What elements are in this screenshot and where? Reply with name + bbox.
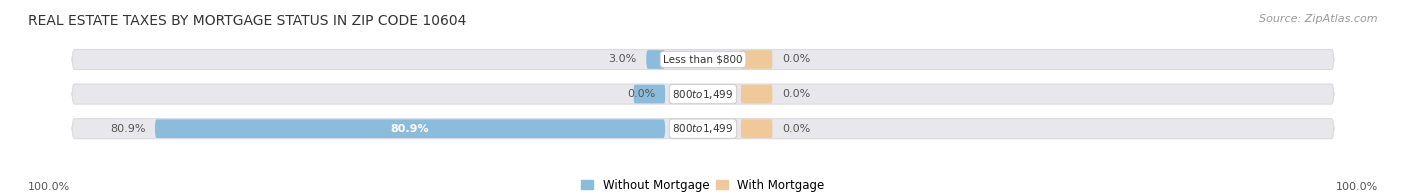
FancyBboxPatch shape [155,119,665,138]
FancyBboxPatch shape [741,50,772,69]
Text: 0.0%: 0.0% [782,89,810,99]
Text: 3.0%: 3.0% [609,54,637,64]
FancyBboxPatch shape [72,49,1334,70]
FancyBboxPatch shape [741,85,772,103]
Text: $800 to $1,499: $800 to $1,499 [672,122,734,135]
Text: Source: ZipAtlas.com: Source: ZipAtlas.com [1260,14,1378,24]
Legend: Without Mortgage, With Mortgage: Without Mortgage, With Mortgage [581,179,825,192]
FancyBboxPatch shape [72,84,1334,104]
Text: 0.0%: 0.0% [627,89,655,99]
Text: 0.0%: 0.0% [782,124,810,134]
Text: 80.9%: 80.9% [391,124,429,134]
Text: Less than $800: Less than $800 [664,54,742,64]
FancyBboxPatch shape [72,119,1334,139]
Text: $800 to $1,499: $800 to $1,499 [672,88,734,101]
Text: 80.9%: 80.9% [110,124,145,134]
Text: 100.0%: 100.0% [28,182,70,192]
FancyBboxPatch shape [647,50,665,69]
Text: REAL ESTATE TAXES BY MORTGAGE STATUS IN ZIP CODE 10604: REAL ESTATE TAXES BY MORTGAGE STATUS IN … [28,14,467,28]
Text: 100.0%: 100.0% [1336,182,1378,192]
FancyBboxPatch shape [634,85,665,103]
FancyBboxPatch shape [741,119,772,138]
Text: 0.0%: 0.0% [782,54,810,64]
